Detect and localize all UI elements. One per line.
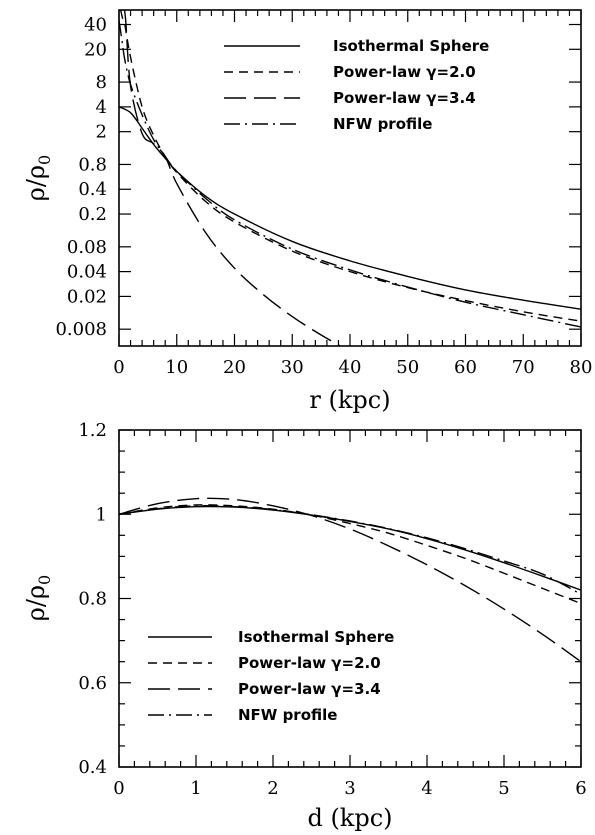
series-line-3 [119, 20, 581, 328]
x-tick-label: 30 [281, 357, 304, 378]
y-tick-label: 0.008 [55, 319, 107, 340]
y-tick-label: 0.4 [78, 757, 107, 778]
y-tick-label: 0.4 [78, 179, 107, 200]
bottom-x-axis-title: d (kpc) [307, 804, 392, 832]
bottom-ticks: 0 1 2 3 4 5 6 0.4 0.6 0.8 1 1.2 [78, 420, 586, 799]
y-tick-label: 0.8 [78, 589, 107, 610]
legend-label: Isothermal Sphere [238, 628, 394, 646]
series-line-1 [120, 10, 581, 322]
y-tick-label: 1.2 [78, 420, 107, 441]
bottom-panel: 0 1 2 3 4 5 6 0.4 0.6 0.8 1 1.2 Isothermal Sphere Po… [22, 420, 587, 832]
series-line-1 [119, 504, 581, 605]
x-tick-label: 2 [267, 778, 278, 799]
series-line-0 [119, 106, 581, 310]
y-tick-label: 0.2 [78, 204, 107, 225]
legend-label: NFW profile [333, 115, 432, 133]
series-line-3 [119, 505, 581, 595]
y-tick-label: 0.08 [67, 237, 107, 258]
x-tick-label: 0 [113, 778, 124, 799]
y-tick-label: 0.04 [67, 262, 107, 283]
y-tick-label: 20 [84, 39, 107, 60]
x-tick-label: 5 [498, 778, 509, 799]
x-tick-label: 0 [113, 357, 124, 378]
top-curves [119, 10, 581, 346]
legend-label: Isothermal Sphere [333, 37, 489, 55]
x-tick-label: 6 [575, 778, 586, 799]
series-line-2 [123, 10, 342, 346]
y-tick-label: 0.8 [78, 154, 107, 175]
series-line-2 [119, 497, 581, 663]
y-tick-label: 0.02 [67, 286, 107, 307]
top-panel: 0 10 20 30 40 50 60 70 80 0.008 0.02 0.04 0.08 0.2 0.4… [22, 9, 592, 414]
bottom-curves [119, 497, 581, 663]
legend-label: Power-law γ=3.4 [333, 89, 476, 107]
bottom-plot-frame [118, 429, 582, 768]
top-y-axis-title: ρ/ρ0 [22, 155, 54, 202]
x-tick-label: 80 [570, 357, 593, 378]
top-x-axis-title: r (kpc) [309, 386, 390, 414]
y-tick-label: 4 [96, 97, 107, 118]
y-tick-label: 8 [96, 72, 107, 93]
top-legend: Isothermal Sphere Power-law γ=2.0 Power-la… [224, 37, 489, 133]
y-tick-label: 0.6 [78, 673, 107, 694]
x-tick-label: 10 [165, 357, 188, 378]
x-tick-label: 60 [454, 357, 477, 378]
x-tick-label: 40 [339, 357, 362, 378]
series-line-0 [119, 505, 581, 591]
x-tick-label: 70 [512, 357, 535, 378]
legend-label: Power-law γ=2.0 [333, 63, 476, 81]
legend-label: NFW profile [238, 706, 337, 724]
bottom-legend: Isothermal Sphere Power-law γ=2.0 Power-la… [148, 628, 394, 724]
top-ticks: 0 10 20 30 40 50 60 70 80 0.008 0.02 0.04 0.08 0.2 0.4… [55, 10, 592, 378]
top-plot-frame [118, 9, 582, 347]
x-tick-label: 3 [344, 778, 355, 799]
legend-label: Power-law γ=2.0 [238, 654, 381, 672]
x-tick-label: 20 [223, 357, 246, 378]
legend-label: Power-law γ=3.4 [238, 680, 381, 698]
x-tick-label: 4 [421, 778, 432, 799]
x-tick-label: 1 [190, 778, 201, 799]
y-tick-label: 1 [96, 504, 107, 525]
y-tick-label: 2 [96, 122, 107, 143]
x-tick-label: 50 [396, 357, 419, 378]
y-tick-label: 40 [84, 15, 107, 36]
bottom-y-axis-title: ρ/ρ0 [22, 575, 54, 622]
